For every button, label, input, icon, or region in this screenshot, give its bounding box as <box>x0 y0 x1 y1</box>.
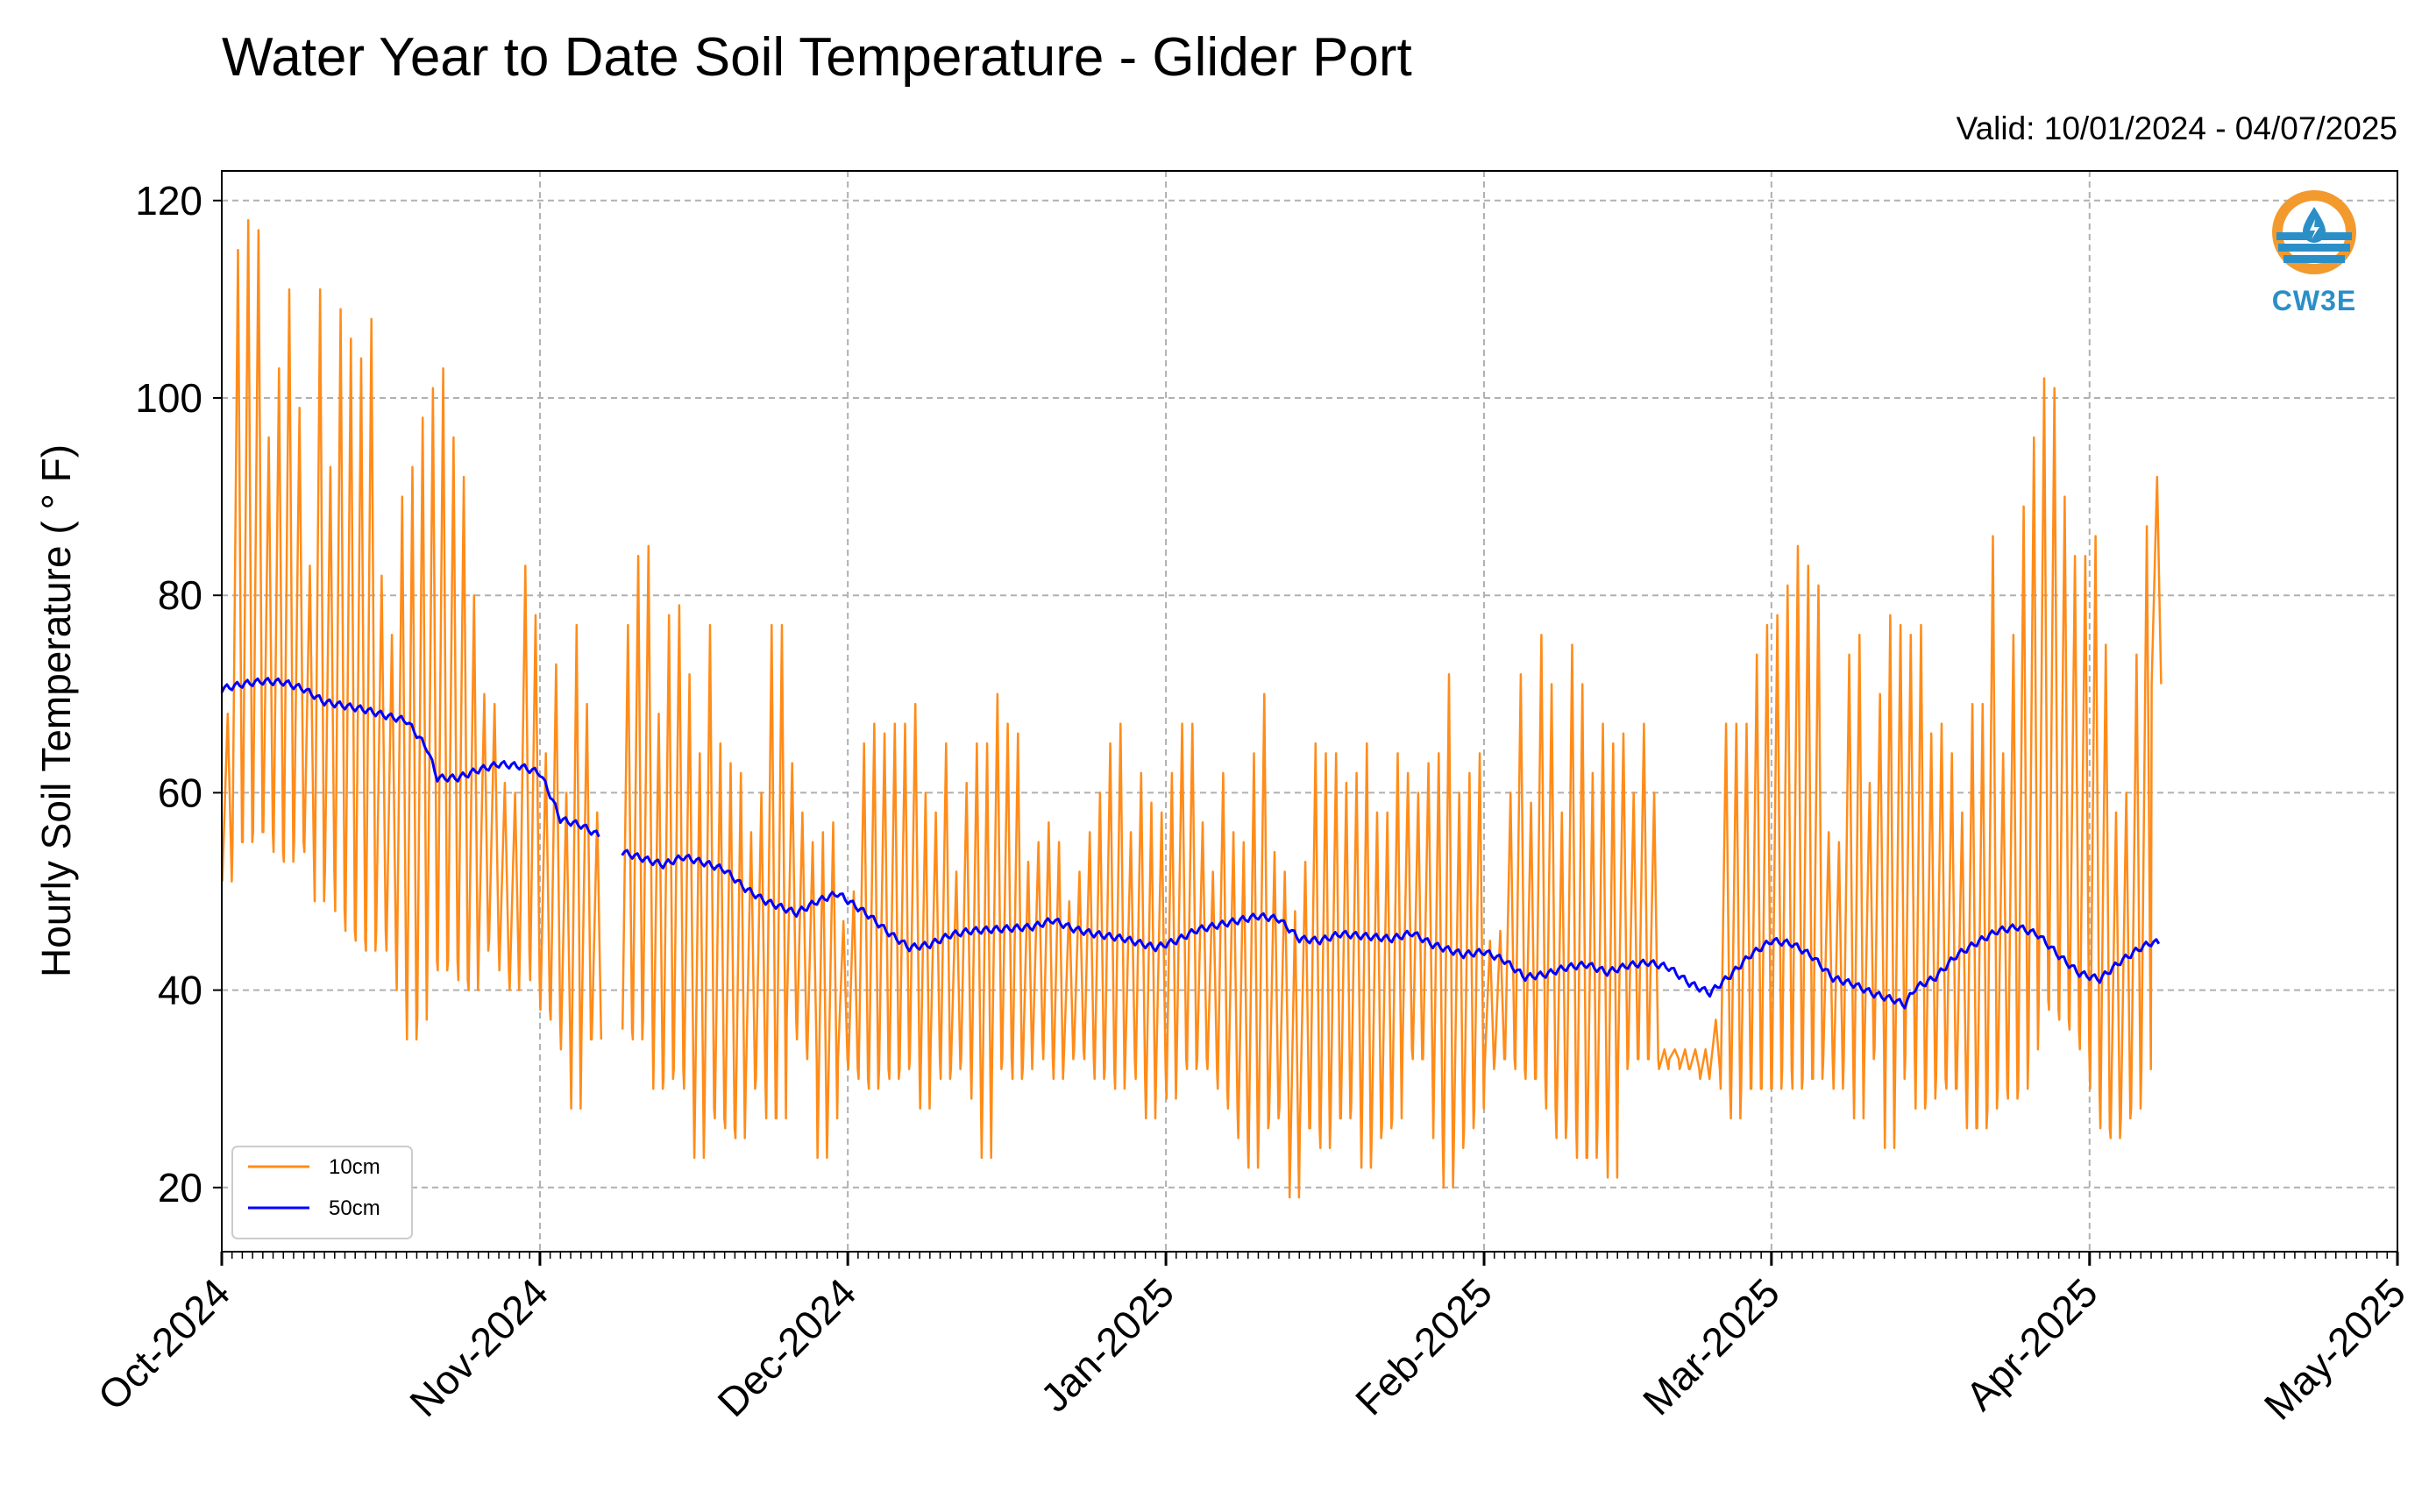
legend-label-50cm: 50cm <box>329 1196 380 1220</box>
y-tick-label: 20 <box>158 1165 202 1210</box>
x-tick-label: Nov-2024 <box>401 1269 557 1425</box>
x-tick-label: Jan-2025 <box>1032 1269 1183 1420</box>
valid-date-range: Valid: 10/01/2024 - 04/07/2025 <box>1956 110 2397 146</box>
y-tick-label: 60 <box>158 770 202 815</box>
y-tick-label: 80 <box>158 572 202 618</box>
x-axis: Oct-2024 Nov-2024 Dec-2024 Jan-2025 Feb-2025… <box>89 1252 2414 1429</box>
x-tick-label: Feb-2025 <box>1346 1269 1501 1423</box>
y-tick-label: 40 <box>158 968 202 1013</box>
y-tick-label: 120 <box>135 178 202 224</box>
series-layer <box>220 219 2163 1199</box>
legend-label-10cm: 10cm <box>329 1155 380 1179</box>
x-tick-label: Dec-2024 <box>708 1269 864 1425</box>
y-axis-label: Hourly Soil Temperature ( ° F) <box>33 444 79 977</box>
cw3e-logo-icon <box>2272 190 2356 274</box>
y-axis: 20 40 60 80 100 120 <box>135 178 222 1210</box>
legend-box <box>231 1146 413 1239</box>
chart-title: Water Year to Date Soil Temperature - Gl… <box>222 27 1412 88</box>
x-tick-label: May-2025 <box>2255 1269 2414 1428</box>
cw3e-logo-text: CW3E <box>2271 285 2357 316</box>
legend: 10cm 50cm <box>231 1146 413 1239</box>
x-tick-label: Oct-2024 <box>89 1269 239 1419</box>
x-tick-label: Mar-2025 <box>1634 1269 1788 1423</box>
y-tick-label: 100 <box>135 375 202 421</box>
series-line-50cm <box>220 677 2161 1010</box>
cw3e-logo: CW3E <box>2262 184 2367 317</box>
x-tick-label: Apr-2025 <box>1957 1269 2106 1419</box>
series-line-10cm <box>221 219 2163 1199</box>
